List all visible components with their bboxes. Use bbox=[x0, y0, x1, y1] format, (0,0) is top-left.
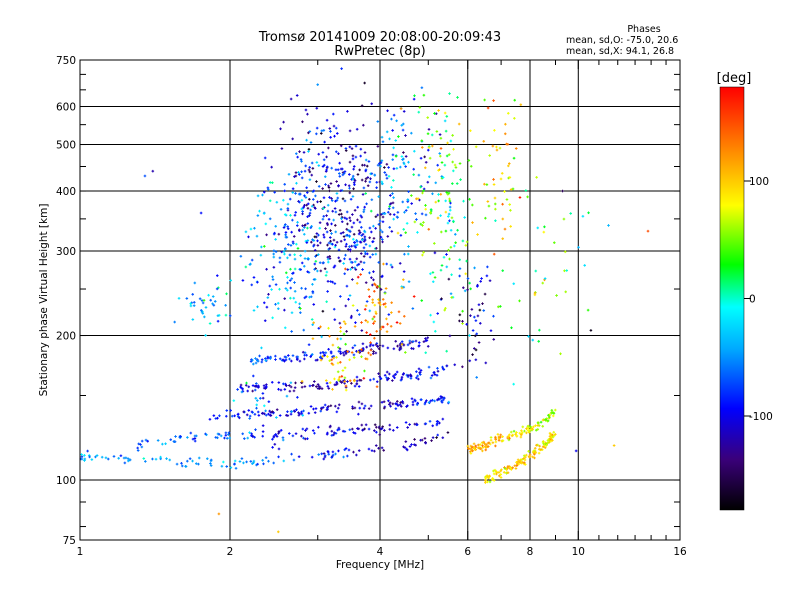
x-tick-label: 8 bbox=[527, 546, 534, 558]
x-tick-label: 4 bbox=[377, 546, 384, 558]
x-tick-label: 1 bbox=[77, 546, 84, 558]
y-tick-label: 500 bbox=[56, 140, 76, 152]
colorbar bbox=[719, 86, 745, 511]
chart-title: Tromsø 20141009 20:08:00-20:09:43 bbox=[258, 30, 501, 45]
data-points bbox=[79, 67, 650, 534]
colorbar-label: [deg] bbox=[717, 71, 752, 86]
stats-title: Phases bbox=[627, 24, 660, 35]
y-axis-label: Stationary phase Virtual Height [km] bbox=[38, 204, 50, 397]
y-tick-label: 750 bbox=[56, 55, 76, 67]
y-tick-label: 100 bbox=[56, 475, 76, 487]
stats-line-o: mean, sd,O: -75.0, 20.6 bbox=[566, 35, 678, 46]
x-tick-label: 10 bbox=[572, 546, 585, 558]
y-tick-label: 300 bbox=[56, 246, 76, 258]
colorbar-tick-label: 0 bbox=[749, 294, 756, 306]
x-tick-label: 16 bbox=[673, 546, 687, 558]
colorbar-ticks: 100 0 -100 bbox=[744, 176, 773, 423]
stats-line-x: mean, sd,X: 94.1, 26.8 bbox=[566, 46, 674, 57]
colorbar-tick-label: 100 bbox=[749, 176, 769, 188]
y-tick-label: 200 bbox=[56, 331, 76, 343]
colorbar-tick-label: -100 bbox=[749, 411, 773, 423]
y-tick-label: 75 bbox=[63, 535, 76, 547]
x-tick-label: 6 bbox=[464, 546, 471, 558]
axis-ticks: 1 2 4 6 8 10 16 75 100 200 300 400 500 600 750 bbox=[56, 55, 687, 558]
y-tick-label: 600 bbox=[56, 102, 76, 114]
gridlines bbox=[80, 60, 680, 540]
chart-subtitle: RwPretec (8p) bbox=[334, 44, 425, 59]
y-tick-label: 400 bbox=[56, 186, 76, 198]
x-tick-label: 2 bbox=[227, 546, 234, 558]
x-axis-label: Frequency [MHz] bbox=[336, 559, 424, 571]
